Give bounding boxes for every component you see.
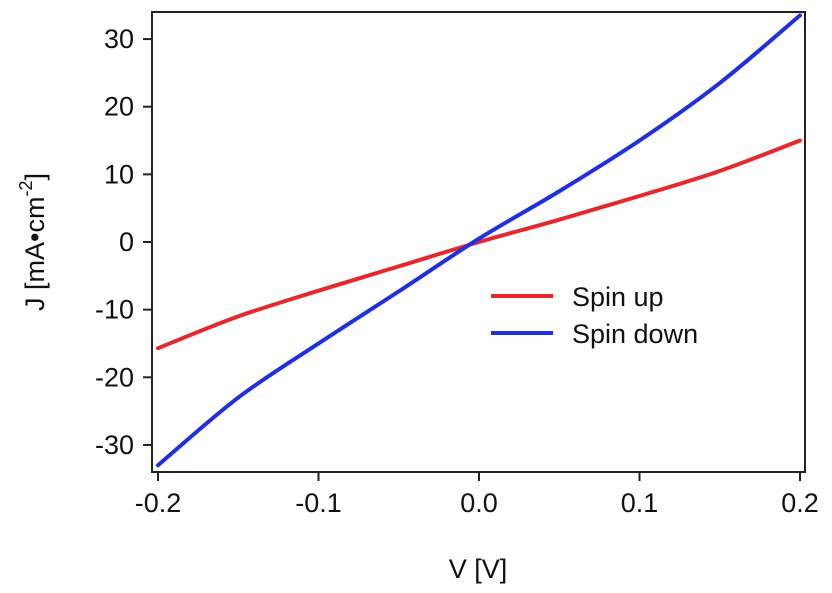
series-line-spin-down xyxy=(156,13,802,468)
x-axis-title: V [V] xyxy=(449,554,508,584)
y-tick-label: 0 xyxy=(119,227,134,257)
y-tick-label: 10 xyxy=(104,159,134,189)
x-tick-label: -0.2 xyxy=(135,488,182,518)
legend: Spin up Spin down xyxy=(491,282,698,349)
x-tick-label: 0.2 xyxy=(781,488,819,518)
y-tick-label: -30 xyxy=(95,430,134,460)
y-tick-label: 30 xyxy=(104,24,134,54)
y-tick-label: -20 xyxy=(95,362,134,392)
legend-label: Spin down xyxy=(572,319,698,349)
y-axis-title-main: J [mA•cm xyxy=(20,197,50,311)
x-tick-label: 0.0 xyxy=(460,488,498,518)
x-axis-ticks: -0.2 -0.1 0.0 0.1 0.2 xyxy=(135,472,819,518)
y-axis-title: J [mA•cm-2] xyxy=(16,173,50,311)
y-tick-label: 20 xyxy=(104,92,134,122)
y-axis-title-close: ] xyxy=(20,173,50,181)
series-line-spin-up xyxy=(156,138,802,351)
x-tick-label: -0.1 xyxy=(295,488,342,518)
x-tick-label: 0.1 xyxy=(621,488,659,518)
series-lines xyxy=(156,13,802,468)
legend-label: Spin up xyxy=(572,282,664,312)
y-tick-label: -10 xyxy=(95,295,134,325)
y-axis-ticks: -30 -20 -10 0 10 20 30 xyxy=(95,24,152,460)
y-axis-title-exponent: -2 xyxy=(16,181,36,197)
